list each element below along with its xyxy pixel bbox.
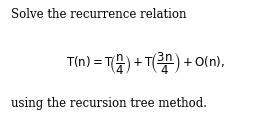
Text: using the recursion tree method.: using the recursion tree method. [11,97,207,110]
Text: $\rm T(n) = T\!\left(\dfrac{n}{4}\right) + T\!\left(\dfrac{3n}{4}\right) + O(n),: $\rm T(n) = T\!\left(\dfrac{n}{4}\right)… [66,50,225,76]
Text: Solve the recurrence relation: Solve the recurrence relation [11,8,187,21]
